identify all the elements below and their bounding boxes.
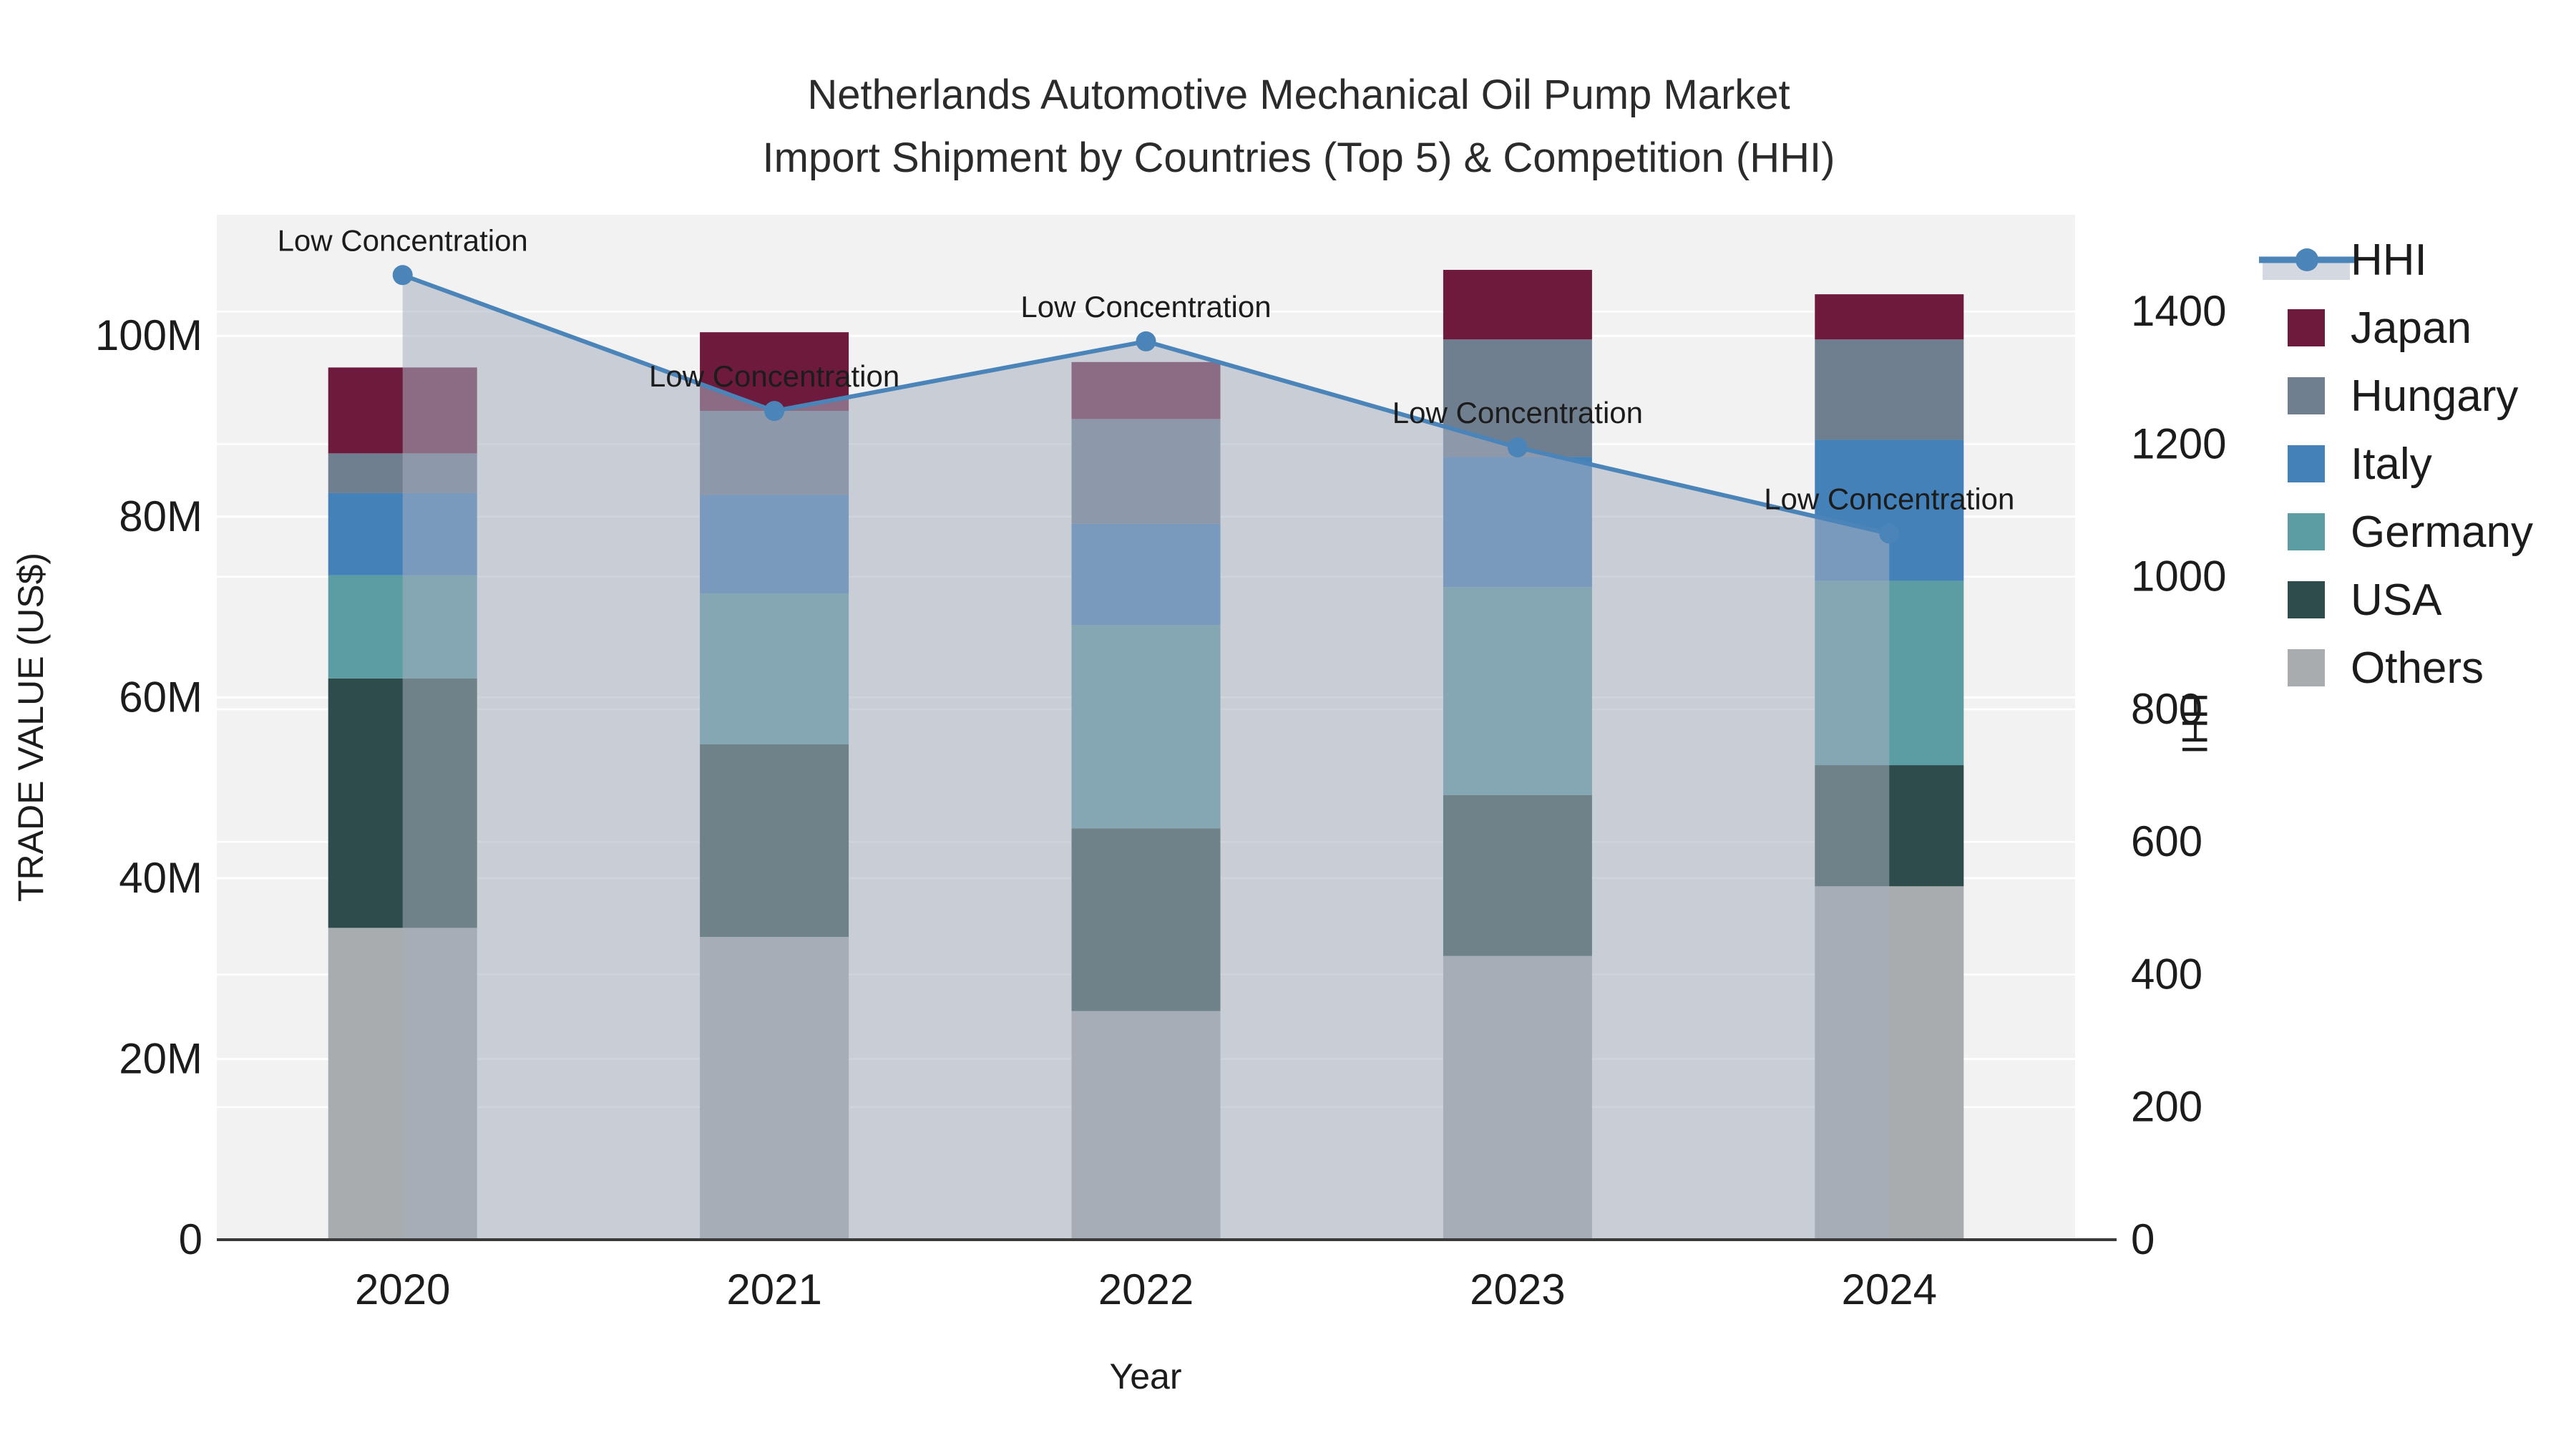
annotation-2020: Low Concentration	[278, 223, 528, 257]
y-left-tick-40M: 40M	[119, 854, 203, 902]
legend-label-germany: Germany	[2351, 507, 2533, 557]
legend-item-others[interactable]: Others	[2288, 643, 2484, 693]
annotation-2021: Low Concentration	[649, 359, 899, 393]
bar-segment-japan-2024	[1815, 294, 1964, 340]
legend: HHI Japan Hungary Italy Germany USA Others	[2259, 235, 2533, 693]
legend-item-hhi[interactable]: HHI	[2259, 235, 2427, 285]
y-left-tick-60M: 60M	[119, 673, 203, 721]
legend-item-hungary[interactable]: Hungary	[2288, 371, 2518, 421]
annotations: Low Concentration Low Concentration Low Co…	[278, 223, 2015, 515]
hhi-marker-2022	[1136, 331, 1156, 351]
legend-label-italy: Italy	[2351, 439, 2432, 489]
annotation-2022: Low Concentration	[1020, 290, 1271, 324]
axis-ticks: 0 20M 40M 60M 80M 100M 0 200 400 600 800 1000 1200 14…	[95, 287, 2227, 1313]
y-right-tick-400: 400	[2131, 950, 2202, 998]
legend-swatch-italy	[2288, 445, 2325, 482]
chart-title-line-1: Netherlands Automotive Mechanical Oil Pu…	[807, 72, 1790, 118]
legend-label-hhi: HHI	[2351, 235, 2427, 285]
legend-swatch-others	[2288, 649, 2325, 686]
legend-item-germany[interactable]: Germany	[2288, 507, 2533, 557]
y-left-tick-80M: 80M	[119, 492, 203, 540]
annotation-2024: Low Concentration	[1764, 482, 2014, 516]
chart-title-line-2: Import Shipment by Countries (Top 5) & C…	[763, 135, 1835, 181]
legend-label-others: Others	[2351, 643, 2484, 693]
legend-swatch-hungary	[2288, 377, 2325, 414]
legend-swatch-japan	[2288, 309, 2325, 346]
hhi-marker-2020	[392, 265, 413, 286]
hhi-line	[392, 265, 1900, 544]
y-right-tick-200: 200	[2131, 1083, 2202, 1131]
x-axis-title: Year	[1109, 1356, 1181, 1396]
y-right-tick-1200: 1200	[2131, 419, 2226, 467]
y-left-tick-0: 0	[179, 1215, 203, 1263]
y-right-tick-800: 800	[2131, 685, 2202, 733]
hhi-marker-2021	[764, 401, 785, 422]
y-right-tick-1400: 1400	[2131, 287, 2226, 335]
y-right-tick-0: 0	[2131, 1215, 2155, 1263]
legend-label-japan: Japan	[2351, 303, 2472, 353]
x-tick-2020: 2020	[355, 1265, 450, 1313]
legend-swatch-usa	[2288, 581, 2325, 618]
x-tick-2023: 2023	[1470, 1265, 1565, 1313]
bar-segment-japan-2023	[1443, 270, 1592, 340]
legend-item-usa[interactable]: USA	[2288, 575, 2442, 625]
y-left-tick-20M: 20M	[119, 1034, 203, 1082]
y-right-tick-1000: 1000	[2131, 553, 2226, 601]
bar-segment-hungary-2024	[1815, 339, 1964, 440]
legend-label-usa: USA	[2351, 575, 2442, 625]
hhi-marker-2023	[1507, 437, 1528, 458]
y-left-axis-title: TRADE VALUE (US$)	[11, 553, 51, 902]
legend-item-japan[interactable]: Japan	[2288, 303, 2472, 353]
x-tick-2022: 2022	[1098, 1265, 1194, 1313]
hhi-marker-2024	[1879, 523, 1900, 544]
x-tick-2021: 2021	[726, 1265, 821, 1313]
annotation-2023: Low Concentration	[1392, 396, 1643, 429]
x-tick-2024: 2024	[1842, 1265, 1937, 1313]
y-right-tick-600: 600	[2131, 817, 2202, 865]
hhi-area	[402, 275, 1890, 1240]
legend-hhi-marker-swatch	[2296, 248, 2318, 271]
legend-label-hungary: Hungary	[2351, 371, 2518, 421]
hhi-area-fill	[402, 275, 1890, 1240]
legend-swatch-germany	[2288, 513, 2325, 550]
y-right-axis-title: HHI	[2175, 693, 2215, 754]
y-left-tick-100M: 100M	[95, 311, 203, 359]
legend-item-italy[interactable]: Italy	[2288, 439, 2432, 489]
